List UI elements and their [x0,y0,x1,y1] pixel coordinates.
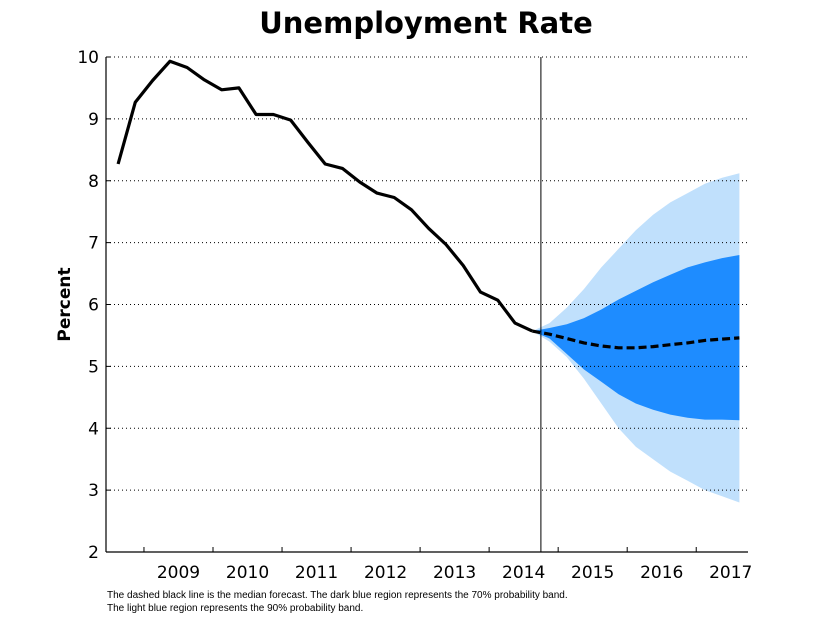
x-tick-label-2010: 2010 [226,563,269,583]
y-tick-label-5: 5 [88,357,99,377]
series-lines [116,59,740,350]
x-tick-label-2017: 2017 [709,563,752,583]
footnote-90-band: The light blue region represents the 90%… [107,603,364,614]
y-tick-label-10: 10 [77,48,99,68]
y-tick-label-3: 3 [88,481,99,501]
x-tick-label-2011: 2011 [295,563,338,583]
x-tick-label-2012: 2012 [364,563,407,583]
band-70-percent [532,255,740,421]
probability-bands [532,173,740,503]
x-tick-label-2016: 2016 [640,563,683,583]
footnote-median: The dashed black line is the median fore… [107,590,568,601]
x-tick-label-2014: 2014 [502,563,545,583]
axes [105,56,748,553]
y-axis-title: Percent [55,267,75,341]
y-tick-label-2: 2 [88,543,99,563]
y-tick-label-9: 9 [88,110,99,130]
x-tick-label-2009: 2009 [157,563,200,583]
median-forecast-line [532,329,740,350]
x-tick-label-2013: 2013 [433,563,476,583]
unemployment-chart: 2 3 4 5 6 7 8 9 10 2009 2010 2011 2012 2013 2014 2015 20… [55,48,752,583]
y-tick-label-4: 4 [88,419,99,439]
y-tick-label-7: 7 [88,234,99,254]
y-tick-label-6: 6 [88,296,99,316]
tick-labels: 2 3 4 5 6 7 8 9 10 2009 2010 2011 2012 2013 2014 2015 20… [55,48,752,583]
chart-title: Unemployment Rate [259,6,593,40]
x-tick-label-2015: 2015 [571,563,614,583]
y-tick-label-8: 8 [88,172,99,192]
historical-line [116,59,533,333]
